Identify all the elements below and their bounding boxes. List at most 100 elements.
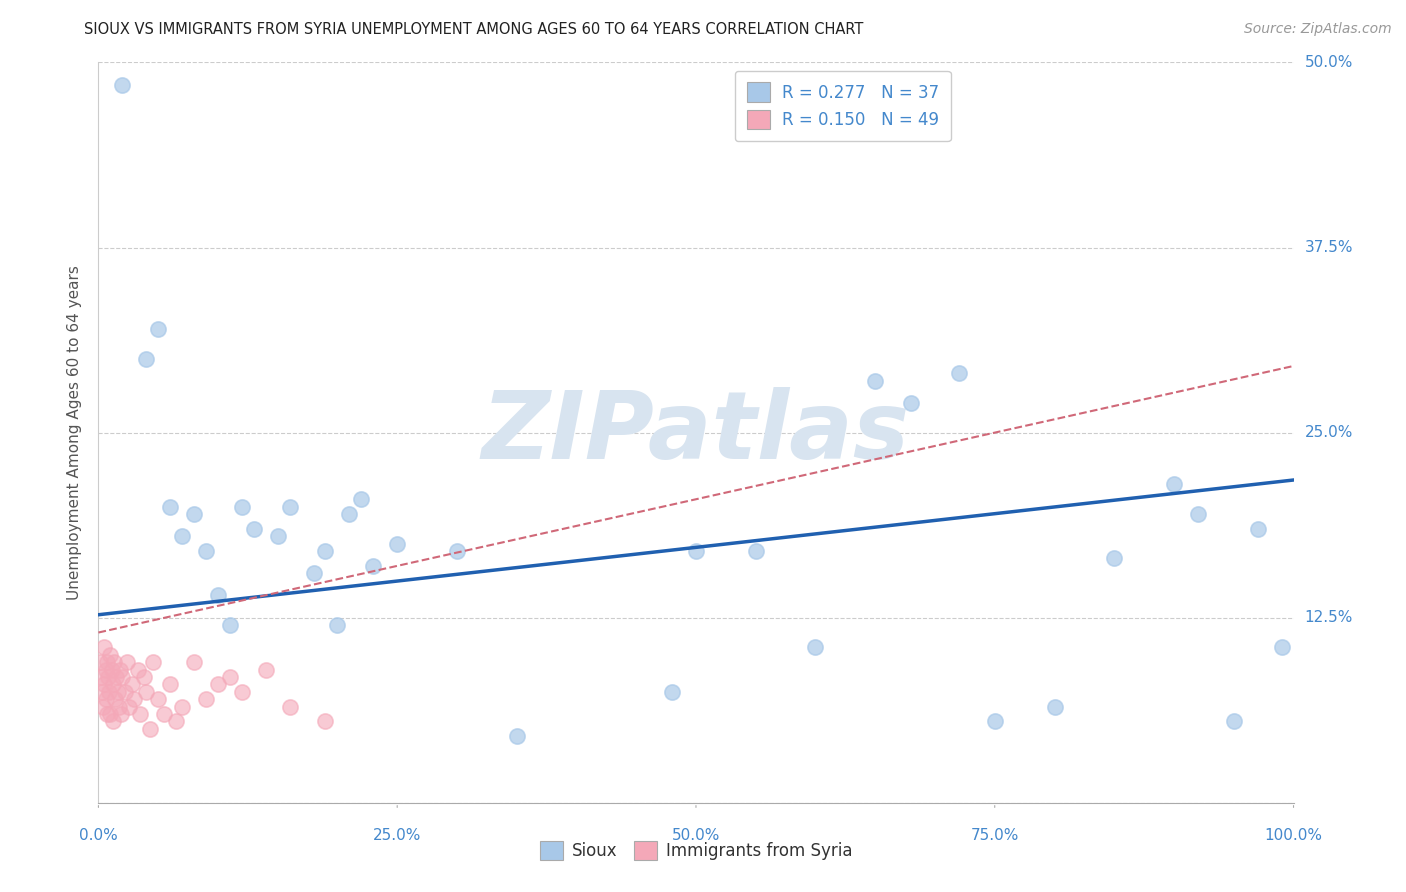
Point <box>339 507 361 521</box>
Point <box>90 670 112 684</box>
Point <box>153 706 176 721</box>
Point <box>172 699 194 714</box>
Point <box>172 529 194 543</box>
Point <box>804 640 827 655</box>
Point <box>302 566 325 581</box>
Point <box>139 722 162 736</box>
Point <box>267 529 290 543</box>
Text: SIOUX VS IMMIGRANTS FROM SYRIA UNEMPLOYMENT AMONG AGES 60 TO 64 YEARS CORRELATIO: SIOUX VS IMMIGRANTS FROM SYRIA UNEMPLOYM… <box>84 22 863 37</box>
Point <box>1163 477 1185 491</box>
Point <box>350 492 373 507</box>
Point <box>135 685 157 699</box>
Point <box>96 706 118 721</box>
Point <box>89 655 111 669</box>
Point <box>118 699 141 714</box>
Point <box>326 618 349 632</box>
Text: ZIPatlas: ZIPatlas <box>482 386 910 479</box>
Point <box>661 685 683 699</box>
Text: 100.0%: 100.0% <box>1264 828 1323 843</box>
Point <box>207 589 229 603</box>
Point <box>129 706 152 721</box>
Text: 25.0%: 25.0% <box>1305 425 1353 440</box>
Point <box>111 78 134 92</box>
Point <box>115 655 138 669</box>
Point <box>195 692 218 706</box>
Point <box>1043 699 1066 714</box>
Text: 50.0%: 50.0% <box>672 828 720 843</box>
Point <box>315 714 337 729</box>
Point <box>96 655 118 669</box>
Point <box>745 544 768 558</box>
Point <box>98 648 122 662</box>
Point <box>107 699 129 714</box>
Point <box>195 544 218 558</box>
Text: 37.5%: 37.5% <box>1305 240 1353 255</box>
Point <box>100 663 122 677</box>
Point <box>984 714 1007 729</box>
Point <box>98 706 122 721</box>
Point <box>183 507 205 521</box>
Point <box>132 670 155 684</box>
Point <box>98 685 121 699</box>
Text: 12.5%: 12.5% <box>1305 610 1353 625</box>
Point <box>91 685 114 699</box>
Point <box>231 685 253 699</box>
Text: 25.0%: 25.0% <box>373 828 422 843</box>
Point <box>148 322 170 336</box>
Point <box>94 692 117 706</box>
Point <box>363 558 385 573</box>
Point <box>1187 507 1209 521</box>
Point <box>104 692 127 706</box>
Point <box>108 663 131 677</box>
Y-axis label: Unemployment Among Ages 60 to 64 years: Unemployment Among Ages 60 to 64 years <box>67 265 83 600</box>
Point <box>1271 640 1294 655</box>
Point <box>254 663 277 677</box>
Point <box>93 677 115 691</box>
Point <box>278 500 301 514</box>
Point <box>243 522 266 536</box>
Point <box>91 699 114 714</box>
Point <box>107 685 129 699</box>
Point <box>148 692 170 706</box>
Point <box>1104 551 1126 566</box>
Point <box>159 500 181 514</box>
Point <box>506 729 529 743</box>
Legend: Sioux, Immigrants from Syria: Sioux, Immigrants from Syria <box>531 832 860 869</box>
Point <box>127 663 149 677</box>
Point <box>446 544 468 558</box>
Point <box>219 670 242 684</box>
Point <box>1223 714 1246 729</box>
Point <box>1247 522 1270 536</box>
Point <box>114 685 136 699</box>
Point <box>315 544 337 558</box>
Point <box>135 351 157 366</box>
Point <box>183 655 205 669</box>
Point <box>111 670 134 684</box>
Point <box>121 677 143 691</box>
Point <box>101 677 124 691</box>
Point <box>159 677 181 691</box>
Point <box>865 374 887 388</box>
Point <box>165 714 187 729</box>
Point <box>385 536 409 550</box>
Point <box>105 670 128 684</box>
Point <box>101 714 124 729</box>
Point <box>94 663 117 677</box>
Point <box>278 699 301 714</box>
Point <box>93 640 115 655</box>
Text: Source: ZipAtlas.com: Source: ZipAtlas.com <box>1244 22 1392 37</box>
Text: 0.0%: 0.0% <box>79 828 118 843</box>
Text: 50.0%: 50.0% <box>1305 55 1353 70</box>
Point <box>142 655 165 669</box>
Point <box>124 692 146 706</box>
Point <box>219 618 242 632</box>
Text: 75.0%: 75.0% <box>970 828 1019 843</box>
Point <box>231 500 253 514</box>
Point <box>207 677 229 691</box>
Point <box>900 396 922 410</box>
Point <box>97 670 120 684</box>
Point <box>110 706 132 721</box>
Point <box>103 655 125 669</box>
Point <box>685 544 707 558</box>
Point <box>948 367 970 381</box>
